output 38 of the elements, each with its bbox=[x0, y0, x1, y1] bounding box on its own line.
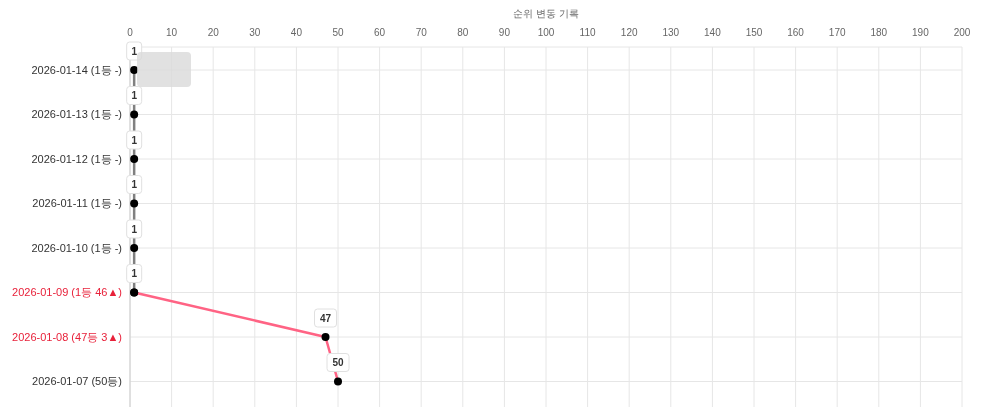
x-tick-label: 10 bbox=[166, 27, 178, 38]
y-tick-label: 2026-01-10 (1등 -) bbox=[31, 241, 122, 254]
data-label: 1 bbox=[131, 134, 138, 146]
x-tick-label: 130 bbox=[662, 27, 680, 38]
y-tick-label: 2026-01-07 (50등) bbox=[32, 375, 122, 388]
x-tick-label: 120 bbox=[620, 27, 638, 38]
x-tick-label: 160 bbox=[787, 27, 805, 38]
data-label: 1 bbox=[131, 268, 138, 279]
x-tick-label: 100 bbox=[537, 27, 555, 38]
x-tick-label: 50 bbox=[332, 27, 344, 38]
x-tick-label: 150 bbox=[745, 27, 763, 38]
x-tick-label: 30 bbox=[249, 27, 261, 38]
y-tick-label: 2026-01-09 (1등 46▲) bbox=[12, 286, 122, 299]
x-tick-label: 90 bbox=[498, 27, 511, 38]
x-tick-label: 200 bbox=[953, 27, 971, 38]
x-tick-label: 170 bbox=[828, 27, 846, 38]
x-tick-label: 80 bbox=[457, 27, 469, 38]
data-label: 50 bbox=[332, 357, 344, 368]
data-label: 1 bbox=[131, 45, 138, 57]
y-tick-label: 2026-01-11 (1등 -) bbox=[32, 197, 122, 210]
data-label: 1 bbox=[131, 223, 138, 235]
x-tick-label: 20 bbox=[207, 27, 220, 38]
x-tick-label: 110 bbox=[579, 27, 596, 38]
y-tick-label: 2026-01-13 (1등 -) bbox=[31, 108, 122, 121]
x-tick-label: 180 bbox=[870, 27, 888, 38]
x-tick-label: 0 bbox=[127, 27, 134, 38]
x-tick-label: 60 bbox=[374, 27, 386, 38]
y-tick-label: 2026-01-12 (1등 -) bbox=[31, 152, 122, 165]
x-tick-label: 70 bbox=[415, 27, 428, 38]
data-label: 1 bbox=[131, 179, 138, 190]
data-label: 47 bbox=[319, 312, 332, 324]
x-tick-label: 140 bbox=[704, 27, 722, 38]
data-label: 1 bbox=[131, 90, 138, 101]
x-tick-label: 40 bbox=[290, 27, 303, 38]
x-tick-label: 190 bbox=[912, 27, 930, 38]
y-tick-label: 2026-01-08 (47등 3▲) bbox=[12, 330, 122, 343]
x-axis-title: 순위 변동 기록 bbox=[513, 8, 579, 19]
y-tick-label: 2026-01-14 (1등 -) bbox=[31, 63, 122, 76]
